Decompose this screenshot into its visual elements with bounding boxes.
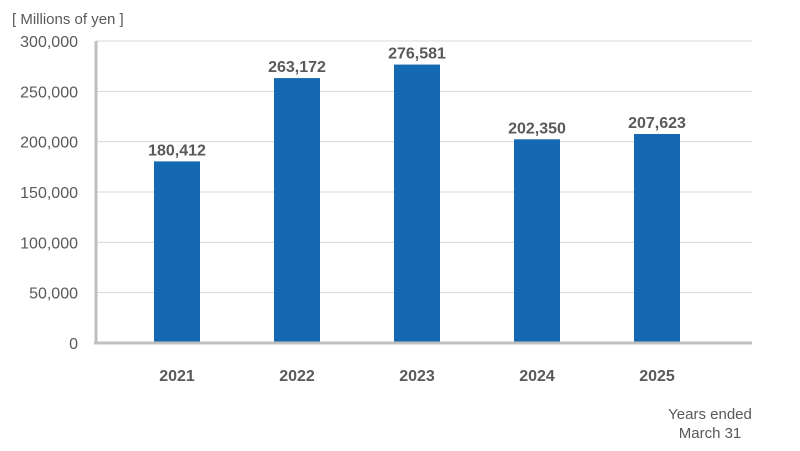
x-axis-category-labels: 2021 2022 2023 2024 2025 [159, 368, 675, 385]
bar-2025 [634, 133, 680, 343]
x-category-label: 2023 [399, 368, 435, 385]
bar-value-label: 202,350 [508, 120, 566, 137]
y-tick-label: 300,000 [20, 34, 78, 51]
y-tick-label: 250,000 [20, 84, 78, 101]
y-tick-label: 150,000 [20, 185, 78, 202]
bar-value-label: 207,623 [628, 115, 686, 132]
bar-value-label: 180,412 [148, 142, 206, 159]
bar-value-label: 276,581 [388, 46, 446, 63]
x-axis-title-line-2: March 31 [679, 425, 742, 442]
x-category-label: 2021 [159, 368, 195, 385]
bar-2023 [394, 64, 440, 343]
y-tick-label: 0 [69, 336, 78, 353]
x-category-label: 2025 [639, 368, 675, 385]
y-tick-label: 50,000 [29, 286, 78, 303]
x-axis-title-line-1: Years ended [668, 406, 752, 423]
bar-2022 [274, 78, 320, 343]
y-axis-tick-labels: 0 50,000 100,000 150,000 200,000 250,000 300,0… [20, 34, 78, 353]
x-category-label: 2022 [279, 368, 315, 385]
x-category-label: 2024 [519, 368, 555, 385]
y-tick-label: 200,000 [20, 135, 78, 152]
bar-value-labels: 180,412 263,172 276,581 202,350 207,623 [148, 46, 686, 160]
unit-label: [ Millions of yen ] [12, 11, 124, 28]
bars [154, 64, 680, 343]
bar-2021 [154, 161, 200, 343]
y-tick-label: 100,000 [20, 235, 78, 252]
bar-value-label: 263,172 [268, 59, 326, 76]
bar-2024 [514, 139, 560, 343]
